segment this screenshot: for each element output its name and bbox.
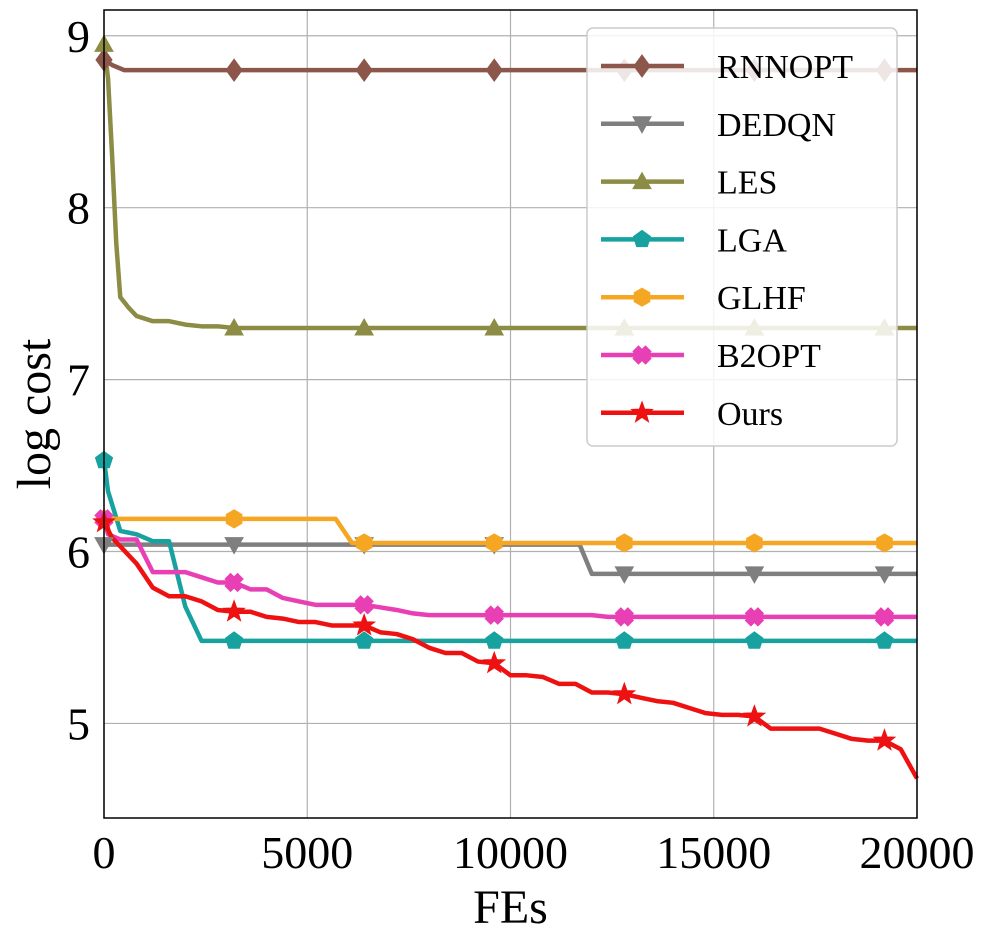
legend-label-les: LES [717,165,777,202]
marker-les [484,318,505,336]
marker-b2opt [874,607,895,627]
marker-b2opt [224,572,244,593]
marker-glhf [616,533,633,553]
marker-glhf [355,533,373,553]
x-tick-label: 20000 [860,827,975,878]
y-tick-label: 8 [67,183,90,234]
y-tick-label: 5 [67,698,90,749]
legend-label-b2opt: B2OPT [717,338,821,375]
legend-marker-ours [630,400,654,423]
series-line-les [101,44,917,331]
marker-lga [224,631,244,649]
y-tick-label: 6 [67,527,90,578]
x-tick-label: 5000 [261,827,353,878]
marker-ours [482,650,507,674]
marker-lga [355,631,374,649]
marker-glhf [746,533,763,553]
marker-b2opt [614,607,635,627]
marker-rnnopt [355,58,373,83]
legend-label-lga: LGA [717,222,787,259]
legend-marker-dedqn [632,116,652,134]
marker-lga [875,631,894,649]
marker-glhf [876,533,893,553]
legend-label-rnnopt: RNNOPT [717,49,853,86]
marker-rnnopt [485,58,503,83]
series-line-glhf [104,516,917,546]
tick-labels: 0 5000 10000 15000 20000 5 6 7 8 9 [67,11,975,878]
legend-label-dedqn: DEDQN [717,107,836,144]
marker-lga [485,631,504,649]
marker-glhf [225,509,243,529]
x-tick-label: 10000 [453,827,568,878]
marker-dedqn [744,566,765,584]
marker-b2opt [744,607,765,627]
legend-marker-lga [632,229,652,248]
marker-ours [872,728,897,751]
y-axis-label: log cost [8,338,61,489]
series-line-ours [102,521,919,780]
marker-dedqn [874,566,895,584]
legend-marker-b2opt [632,345,652,365]
y-tick-label: 9 [67,11,90,62]
marker-glhf [485,533,503,553]
legend-label-glhf: GLHF [717,280,806,317]
marker-ours [352,612,377,636]
marker-b2opt [484,605,504,625]
legend: RNNOPT DEDQN LES LGA GLHF B2OPT Ours [586,27,898,447]
legend-marker-glhf [633,287,651,307]
marker-dedqn [224,537,244,555]
x-tick-label: 15000 [656,827,771,878]
plot-frame [103,9,918,819]
legend-marker-rnnopt [633,54,651,78]
y-tick-label: 7 [67,355,90,406]
marker-lga [615,631,634,649]
series-line-b2opt [101,518,917,620]
marker-rnnopt [225,58,243,83]
marker-ours [742,704,767,727]
series-line-lga [101,460,917,644]
legend-marker-les [632,171,652,190]
marker-lga [745,631,764,649]
marker-les [224,318,244,336]
marker-ours [222,599,246,622]
legend-frame [586,27,898,447]
legend-label-ours: Ours [717,396,783,433]
x-axis-label: FEs [473,881,548,934]
x-tick-label: 0 [93,827,116,878]
marker-dedqn [614,566,635,584]
marker-ours [612,681,637,705]
marker-les [354,318,375,336]
marker-b2opt [354,595,374,615]
